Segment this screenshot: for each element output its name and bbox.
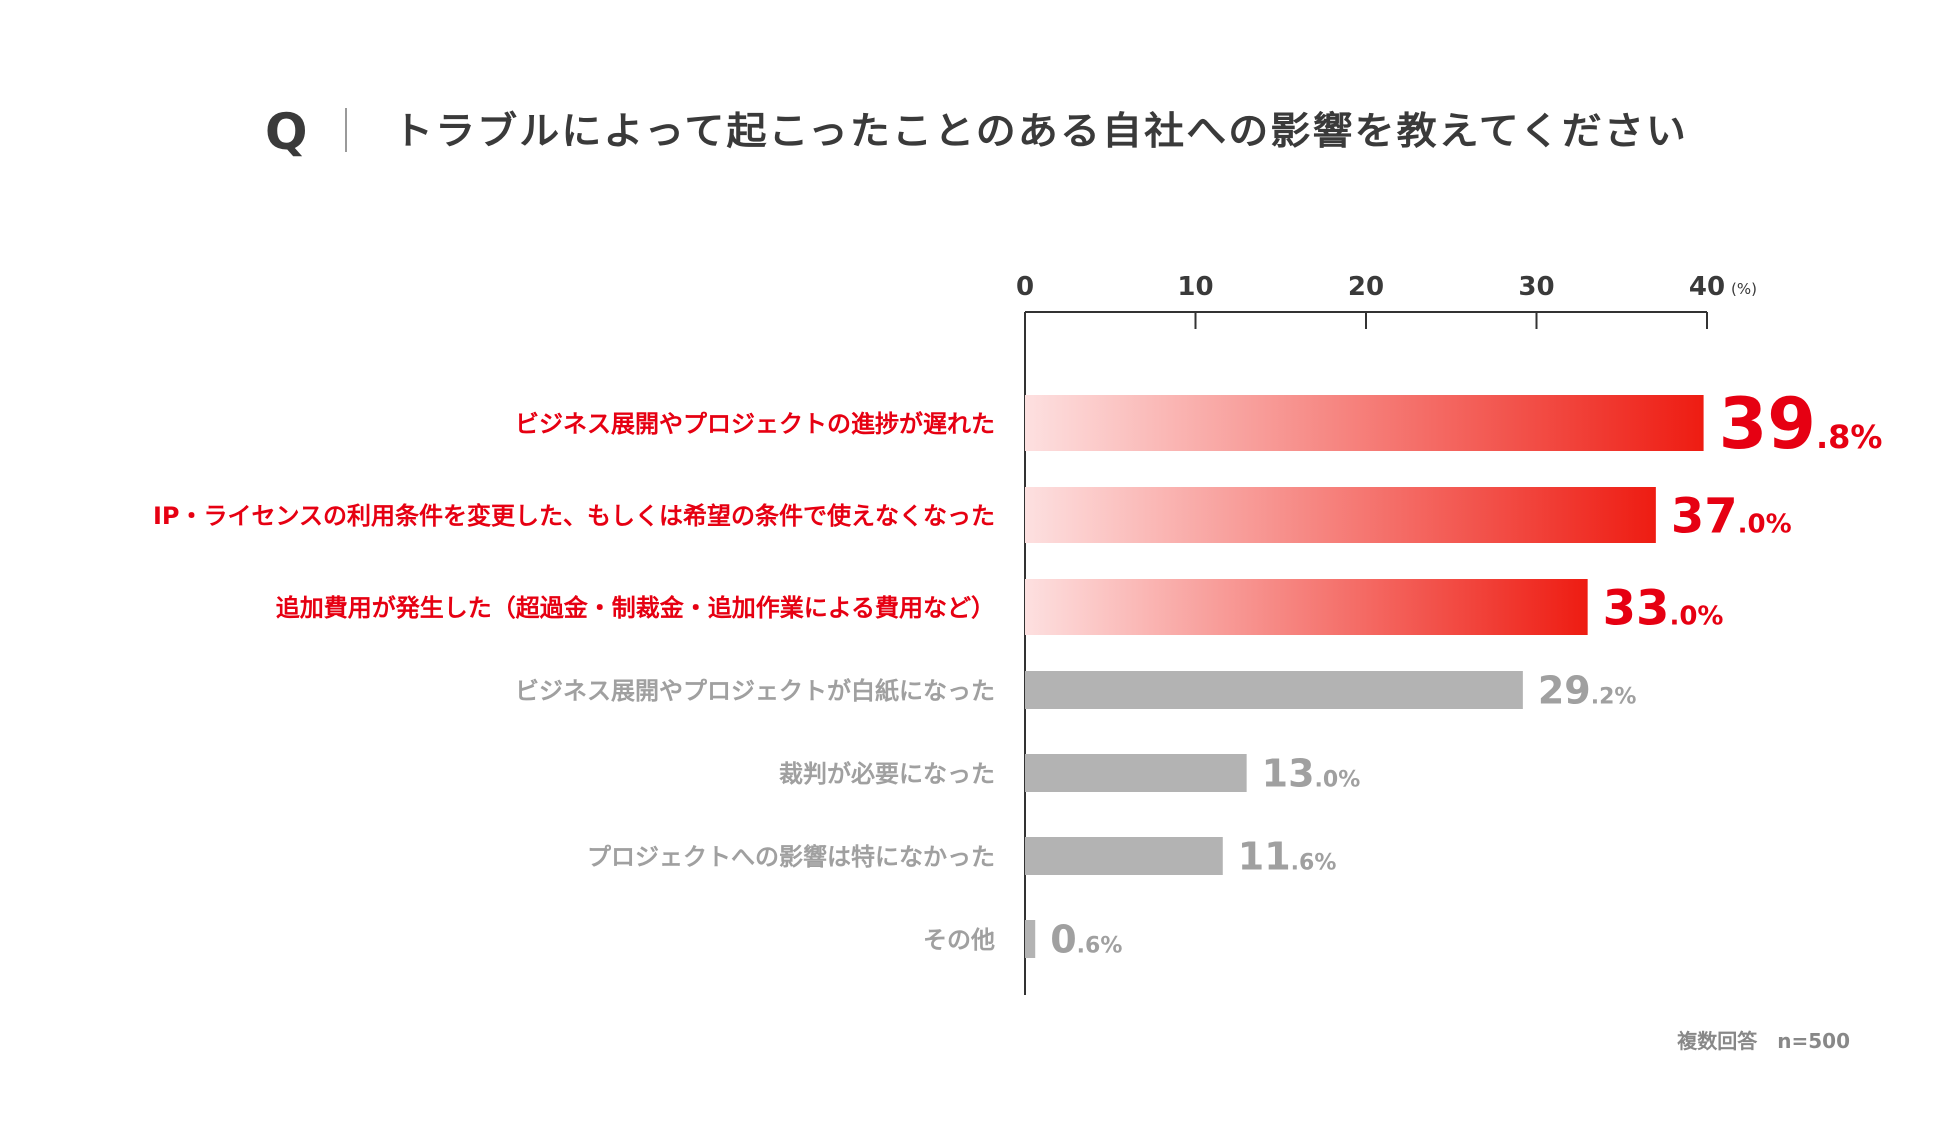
x-tick-label: 40 xyxy=(1689,272,1725,302)
category-label: ビジネス展開やプロジェクトの進捗が遅れた xyxy=(515,410,995,438)
page-title: トラブルによって起こったことのある自社への影響を教えてください xyxy=(393,109,1688,153)
bar xyxy=(1025,579,1588,635)
category-label: ビジネス展開やプロジェクトが白紙になった xyxy=(515,677,995,705)
bar xyxy=(1025,487,1656,543)
value-label: 37.0% xyxy=(1671,488,1792,544)
x-axis-unit: (%) xyxy=(1731,280,1757,298)
x-tick-label: 10 xyxy=(1177,272,1213,302)
bars: ビジネス展開やプロジェクトの進捗が遅れた 39.8% IP・ライセンスの利用条件を変… xyxy=(153,383,1883,961)
x-tick-label: 20 xyxy=(1348,272,1384,302)
value-label: 13.0% xyxy=(1262,752,1361,796)
value-label: 39.8% xyxy=(1719,383,1883,465)
value-label: 11.6% xyxy=(1238,835,1337,879)
bar xyxy=(1025,395,1704,451)
category-label: 裁判が必要になった xyxy=(779,760,995,788)
value-label: 0.6% xyxy=(1050,918,1122,962)
category-label: 追加費用が発生した（超過金・制裁金・追加作業による費用など） xyxy=(276,594,995,622)
question-mark: Q xyxy=(265,103,308,161)
category-label: その他 xyxy=(923,926,995,954)
x-tick-label: 30 xyxy=(1518,272,1554,302)
bar xyxy=(1025,671,1523,709)
category-label: IP・ライセンスの利用条件を変更した、もしくは希望の条件で使えなくなった xyxy=(153,502,995,530)
value-label: 33.0% xyxy=(1603,580,1724,636)
bar xyxy=(1025,754,1247,792)
category-label: プロジェクトへの影響は特になかった xyxy=(587,843,995,871)
x-tick-label: 0 xyxy=(1016,272,1034,302)
value-label: 29.2% xyxy=(1538,669,1637,713)
sample-note: 複数回答 n=500 xyxy=(1677,1029,1850,1053)
bar xyxy=(1025,837,1223,875)
bar xyxy=(1025,920,1036,958)
